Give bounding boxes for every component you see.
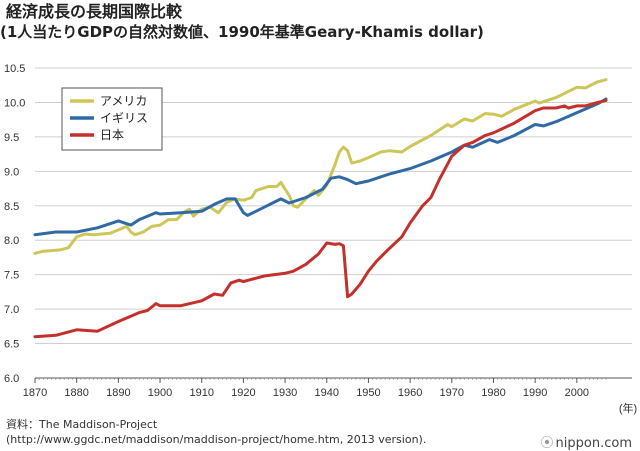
- y-tick-label: 7.0: [4, 304, 19, 316]
- x-tick-label: 1990: [523, 387, 547, 399]
- x-tick-label: 1900: [148, 387, 172, 399]
- y-tick-label: 10.0: [4, 97, 25, 109]
- y-tick-label: 9.0: [4, 166, 19, 178]
- x-tick-label: 1880: [64, 387, 88, 399]
- x-tick-label: 1920: [231, 387, 255, 399]
- y-tick-label: 6.0: [4, 373, 19, 385]
- y-tick-label: 8.0: [4, 235, 19, 247]
- source-url: (http://www.ggdc.net/maddison/maddison-p…: [6, 433, 427, 446]
- y-tick-label: 6.5: [4, 339, 19, 351]
- legend-label-3: 日本: [100, 128, 124, 142]
- x-tick-label: 1970: [440, 387, 464, 399]
- y-tick-label: 8.5: [4, 201, 19, 213]
- x-tick-label: 1910: [189, 387, 213, 399]
- source-label: 資料：The Maddison-Project: [6, 418, 158, 431]
- chart-subtitle: (1人当たりGDPの自然対数値、1990年基準Geary-Khamis doll…: [0, 23, 484, 41]
- x-tick-label: 1870: [23, 387, 47, 399]
- x-tick-label: 2000: [565, 387, 589, 399]
- brand-logo: ⦿ nippon.com: [541, 432, 632, 451]
- series-line-2: [33, 97, 608, 237]
- chart-title: 経済成長の長期国際比較: [6, 2, 183, 21]
- legend-label-1: アメリカ: [100, 94, 147, 108]
- x-tick-label: 1950: [356, 387, 380, 399]
- series-line-1: [33, 78, 608, 255]
- x-tick-label: 1940: [315, 387, 339, 399]
- x-tick-label: 1980: [481, 387, 505, 399]
- x-tick-label: 1890: [106, 387, 130, 399]
- brand-mark-icon: ⦿: [540, 436, 554, 451]
- x-tick-label: 1930: [273, 387, 297, 399]
- brand-text: nippon.com: [555, 436, 632, 451]
- y-tick-label: 10.5: [4, 63, 25, 75]
- x-tick-label: 1960: [398, 387, 422, 399]
- y-tick-label: 7.5: [4, 270, 19, 282]
- series-line-3: [33, 98, 608, 339]
- x-axis-unit: (年): [619, 401, 637, 415]
- y-tick-label: 9.5: [4, 132, 19, 144]
- legend-label-2: イギリス: [100, 111, 148, 125]
